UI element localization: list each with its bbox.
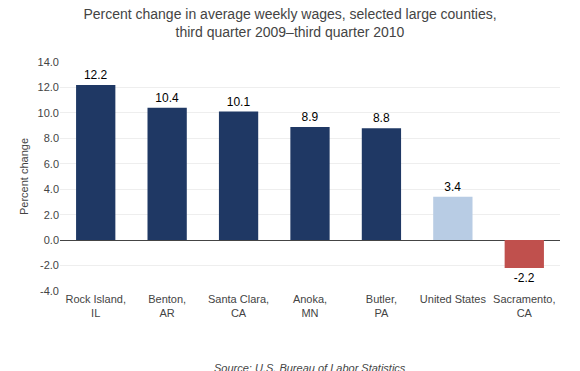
svg-text:2.0: 2.0 xyxy=(44,209,59,221)
svg-text:Rock Island,IL: Rock Island,IL xyxy=(65,293,126,319)
svg-text:Percent change in average week: Percent change in average weekly wages, … xyxy=(83,6,496,40)
svg-text:Source: U.S. Bureau of Labor S: Source: U.S. Bureau of Labor Statistics xyxy=(214,362,406,371)
svg-text:-2.0: -2.0 xyxy=(40,259,59,271)
svg-text:Benton,AR: Benton,AR xyxy=(148,293,186,319)
svg-text:-2.2: -2.2 xyxy=(514,271,535,285)
svg-text:Percent change: Percent change xyxy=(18,138,30,215)
svg-text:Sacramento,CA: Sacramento,CA xyxy=(493,293,555,319)
svg-text:Santa Clara,CA: Santa Clara,CA xyxy=(208,293,269,319)
svg-text:Anoka,MN: Anoka,MN xyxy=(293,293,327,319)
svg-text:United States: United States xyxy=(420,293,487,305)
svg-text:3.4: 3.4 xyxy=(444,180,461,194)
svg-text:-4.0: -4.0 xyxy=(40,285,59,297)
svg-text:8.9: 8.9 xyxy=(301,110,318,124)
svg-text:14.0: 14.0 xyxy=(38,56,59,68)
svg-text:10.4: 10.4 xyxy=(155,91,179,105)
svg-text:6.0: 6.0 xyxy=(44,158,59,170)
svg-text:10.1: 10.1 xyxy=(227,95,251,109)
svg-text:12.0: 12.0 xyxy=(38,81,59,93)
svg-text:4.0: 4.0 xyxy=(44,183,59,195)
svg-text:12.2: 12.2 xyxy=(84,68,108,82)
svg-text:Butler,PA: Butler,PA xyxy=(366,293,397,319)
svg-text:10.0: 10.0 xyxy=(38,107,59,119)
svg-text:8.8: 8.8 xyxy=(373,111,390,125)
svg-text:8.0: 8.0 xyxy=(44,132,59,144)
svg-text:0.0: 0.0 xyxy=(44,234,59,246)
